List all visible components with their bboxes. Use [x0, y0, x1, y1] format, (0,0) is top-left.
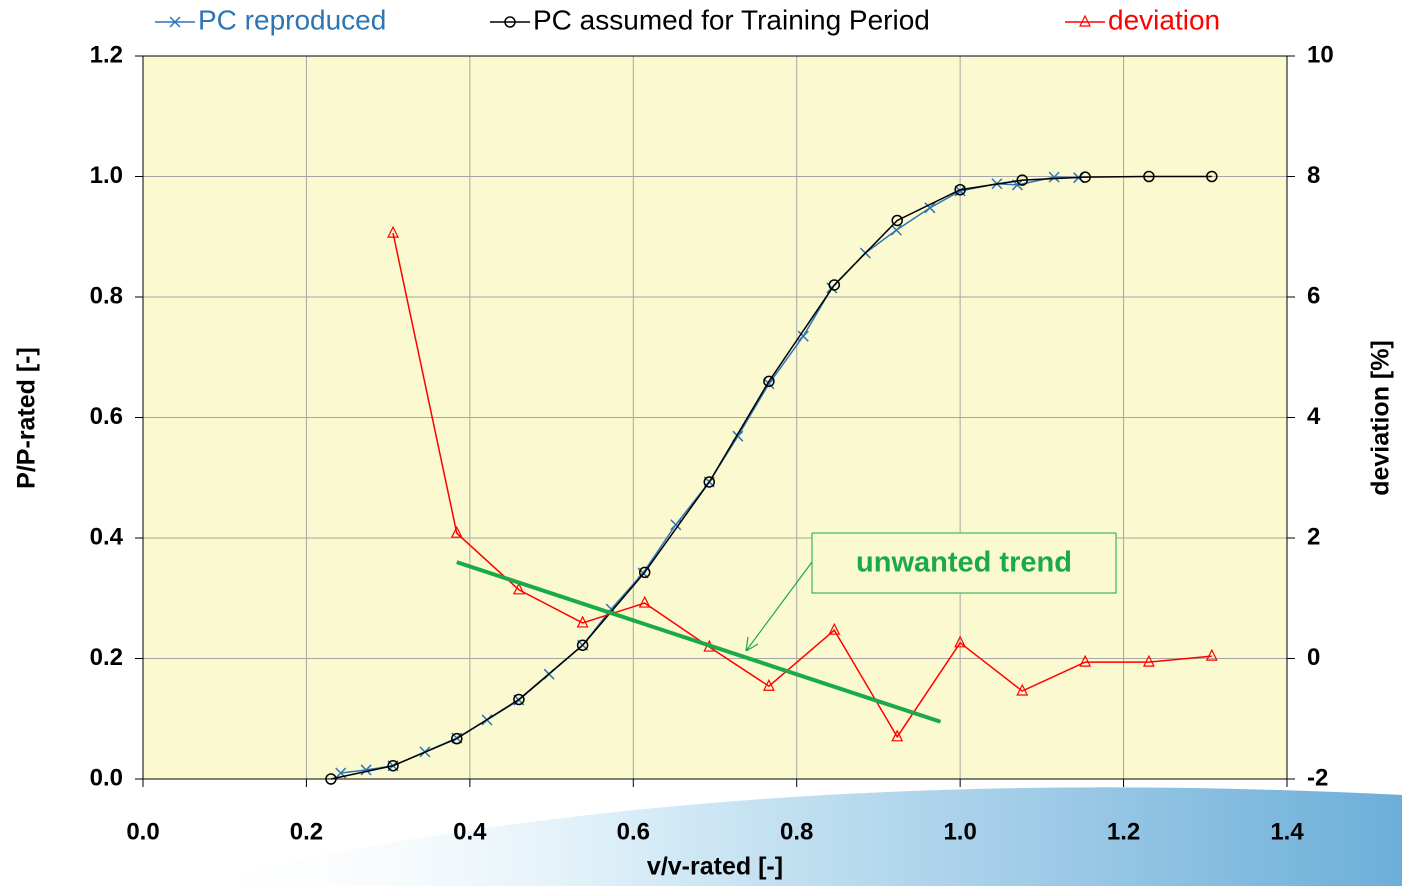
- marker: [451, 732, 463, 745]
- x-axis-title: v/v-rated [-]: [647, 853, 783, 881]
- marker: [828, 622, 841, 635]
- marker: [169, 16, 181, 28]
- y-tick-label: 1.2: [90, 41, 123, 68]
- y-tick-label: 0.8: [90, 282, 123, 309]
- y2-tick-label: 0: [1307, 644, 1320, 671]
- annotation-arrow: [745, 561, 813, 652]
- marker: [1079, 654, 1092, 667]
- marker: [576, 639, 589, 651]
- marker: [1206, 170, 1218, 183]
- y2-tick-label: -2: [1307, 764, 1328, 791]
- plot-frame: [142, 55, 1288, 780]
- marker: [828, 279, 841, 291]
- marker: [703, 476, 716, 488]
- annotation-text: unwanted trend: [856, 547, 1072, 579]
- legend-label: deviation: [1108, 4, 1220, 35]
- marker: [638, 595, 651, 608]
- x-tick-label: 1.4: [1270, 818, 1304, 845]
- marker: [954, 184, 966, 196]
- marker: [924, 202, 936, 214]
- y2-tick-label: 4: [1307, 403, 1321, 430]
- series-line: [330, 175, 1212, 780]
- plot-area: [142, 55, 1288, 780]
- y2-axis-title: deviation [%]: [1367, 340, 1395, 496]
- marker: [891, 214, 903, 227]
- marker: [360, 764, 372, 776]
- marker: [504, 16, 516, 28]
- x-tick-label: 1.0: [943, 818, 976, 845]
- y-tick-label: 0.4: [90, 523, 124, 550]
- y2-tick-label: 6: [1307, 282, 1320, 309]
- marker: [797, 330, 809, 342]
- marker: [763, 375, 775, 388]
- marker: [890, 224, 902, 236]
- y2-tick-label: 10: [1307, 41, 1334, 68]
- marker: [1016, 174, 1028, 186]
- marker: [576, 615, 589, 628]
- x-tick-label: 1.2: [1107, 818, 1140, 845]
- marker: [387, 759, 399, 772]
- x-tick-label: 0.2: [290, 818, 323, 845]
- marker: [954, 635, 967, 648]
- marker: [1143, 170, 1155, 183]
- marker: [762, 678, 775, 691]
- y-tick-label: 1.0: [90, 162, 123, 189]
- marker: [513, 693, 525, 706]
- marker: [1079, 171, 1091, 183]
- legend-label: PC assumed for Training Period: [533, 4, 930, 35]
- y-tick-label: 0.6: [90, 403, 123, 430]
- y-tick-label: 0.2: [90, 644, 123, 671]
- marker: [387, 225, 400, 238]
- marker: [1048, 171, 1060, 183]
- x-tick-label: 0.6: [617, 818, 650, 845]
- marker: [891, 729, 904, 742]
- marker: [638, 566, 651, 579]
- marker: [325, 773, 337, 785]
- marker: [1016, 683, 1029, 696]
- marker: [512, 582, 525, 595]
- marker: [1079, 14, 1091, 27]
- y2-tick-label: 2: [1307, 523, 1320, 550]
- x-tick-label: 0.4: [453, 818, 487, 845]
- series-line: [392, 232, 1212, 739]
- x-tick-label: 0.0: [126, 818, 159, 845]
- marker: [1205, 648, 1218, 661]
- y2-tick-label: 8: [1307, 162, 1320, 189]
- decoration: [180, 787, 1402, 886]
- y-axis-title: P/P-rated [-]: [13, 347, 41, 489]
- legend-label: PC reproduced: [198, 4, 386, 35]
- marker: [670, 519, 682, 531]
- marker: [450, 525, 463, 538]
- y-tick-label: 0.0: [90, 764, 123, 791]
- x-tick-label: 0.8: [780, 818, 813, 845]
- trend-line: [456, 560, 942, 724]
- marker: [1142, 654, 1155, 667]
